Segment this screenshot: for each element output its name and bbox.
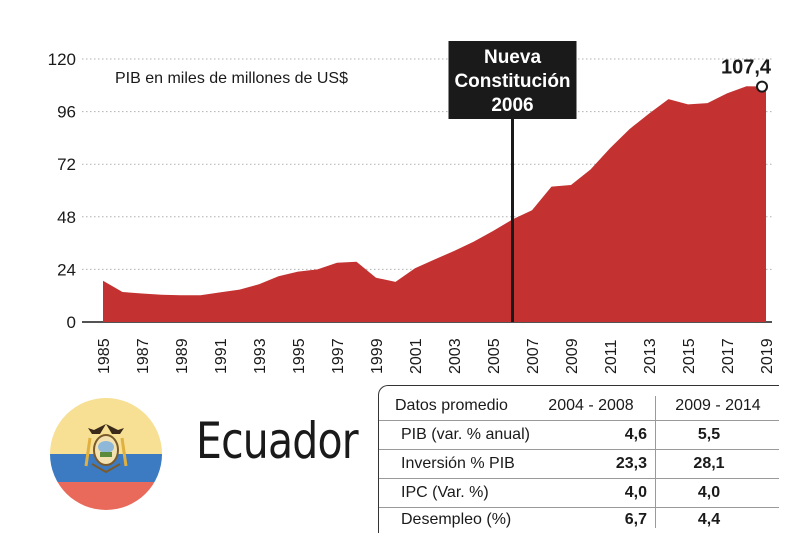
stats-row-value-period-1: 4,0 — [624, 484, 647, 501]
x-tick-label: 1993 — [252, 338, 269, 374]
y-tick-label: 24 — [57, 260, 76, 279]
annotation-line-1: Nueva — [484, 47, 541, 68]
stats-row: Inversión % PIB 23,3 28,1 — [379, 455, 779, 483]
coat-of-arms-icon — [84, 424, 128, 474]
stats-header-period-1: 2004 - 2008 — [548, 397, 634, 414]
country-name: Ecuador — [196, 412, 359, 470]
end-value-label: 107,4 — [721, 57, 772, 79]
x-tick-label: 1989 — [174, 338, 191, 374]
y-tick-label: 0 — [67, 313, 76, 332]
stats-column-divider — [655, 396, 656, 528]
stats-row: PIB (var. % anual) 4,6 5,5 — [379, 426, 779, 454]
gdp-area-series — [103, 86, 766, 322]
stats-row-value-period-1: 6,7 — [624, 511, 647, 528]
x-tick-label: 2011 — [603, 339, 620, 374]
x-tick-label: 1995 — [291, 338, 308, 374]
x-tick-label: 1991 — [213, 338, 230, 374]
gdp-area-chart: 0 24 48 72 96 120 1985 1987 1989 1991 1993 1995 199… — [48, 41, 776, 374]
stats-row-value-period-2: 4,4 — [697, 511, 721, 528]
y-tick-label: 72 — [57, 155, 76, 174]
x-tick-label: 2013 — [642, 338, 659, 374]
stats-row-value-period-2: 28,1 — [693, 455, 725, 472]
chart-subtitle: PIB en miles de millones de US$ — [115, 70, 348, 87]
x-tick-label: 2019 — [759, 338, 776, 374]
stats-row-value-period-2: 4,0 — [697, 484, 721, 501]
stats-header-period-2: 2009 - 2014 — [675, 397, 761, 414]
x-tick-label: 1999 — [369, 338, 386, 374]
ecuador-flag-icon — [50, 398, 162, 510]
stats-row-label: PIB (var. % anual) — [401, 426, 530, 443]
x-tick-label: 1987 — [135, 338, 152, 374]
x-tick-label: 2015 — [681, 338, 698, 374]
stats-row-value-period-2: 5,5 — [697, 426, 721, 443]
y-tick-label: 96 — [57, 103, 76, 122]
x-tick-label: 2017 — [720, 338, 737, 374]
x-tick-label: 2001 — [408, 338, 425, 374]
annotation-box — [448, 41, 577, 119]
x-tick-label: 2009 — [564, 338, 581, 374]
y-tick-label: 120 — [48, 50, 76, 69]
x-tick-label: 2005 — [486, 338, 503, 374]
stats-row-label: Inversión % PIB — [401, 455, 515, 472]
stats-row: IPC (Var. %) 4,0 4,0 — [379, 484, 779, 512]
annotation-line-2: Constitución — [454, 71, 570, 92]
end-point-marker — [756, 80, 768, 93]
stats-header-label: Datos promedio — [395, 397, 508, 414]
y-tick-label: 48 — [57, 208, 76, 227]
stats-row-value-period-1: 23,3 — [615, 455, 647, 472]
stats-header-row: Datos promedio 2004 - 2008 2009 - 2014 — [379, 397, 779, 425]
stats-row-value-period-1: 4,6 — [624, 426, 647, 443]
x-tick-label: 2003 — [447, 338, 464, 374]
stats-row: Desempleo (%) 6,7 4,4 — [379, 511, 779, 539]
stats-row-label: IPC (Var. %) — [401, 484, 489, 501]
stats-row-label: Desempleo (%) — [401, 511, 512, 528]
annotation-line-3: 2006 — [491, 95, 533, 116]
x-tick-label: 1985 — [96, 338, 113, 374]
x-tick-label: 1997 — [330, 338, 347, 374]
x-tick-label: 2007 — [525, 338, 542, 374]
stats-table: Datos promedio 2004 - 2008 2009 - 2014 P… — [378, 385, 779, 533]
